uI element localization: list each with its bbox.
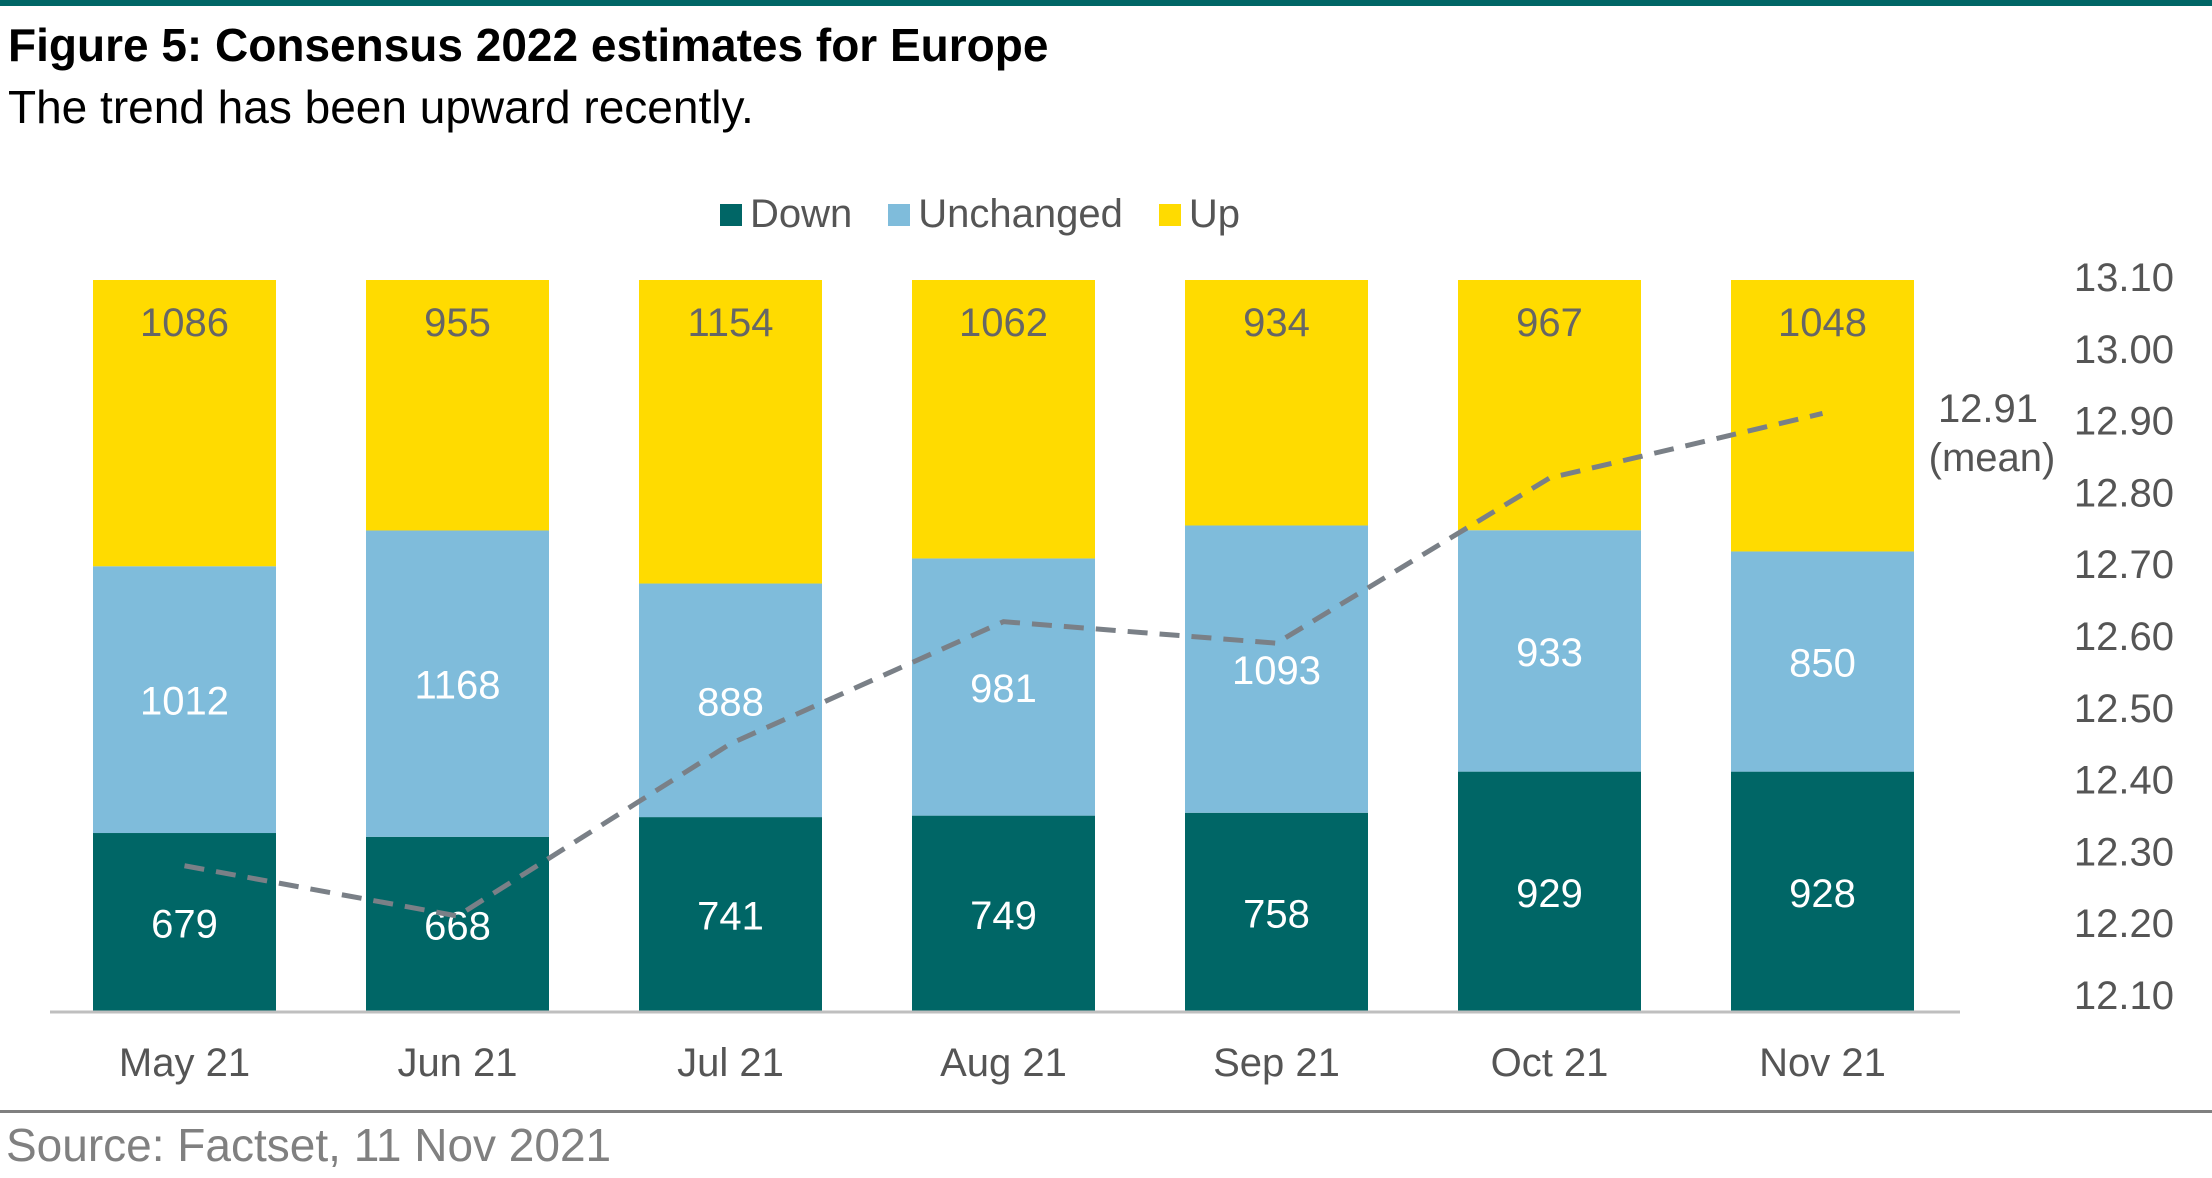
figure-subtitle: The trend has been upward recently.: [8, 81, 754, 133]
legend-item-unchanged: Unchanged: [888, 192, 1123, 237]
x-tick-label-oct-21: Oct 21: [1491, 1041, 1609, 1085]
data-label-down-jun-21: 668: [424, 904, 491, 948]
data-label-up-sep-21: 934: [1243, 301, 1310, 345]
data-label-unchanged-sep-21: 1093: [1232, 649, 1321, 693]
data-label-down-sep-21: 758: [1243, 892, 1310, 936]
bar-down-aug-21: [912, 815, 1095, 1012]
bar-up-oct-21: [1458, 280, 1641, 531]
data-label-up-jun-21: 955: [424, 301, 491, 345]
y2-tick-label-12-90: 12.90: [2074, 400, 2174, 444]
x-tick-label-jul-21: Jul 21: [677, 1041, 784, 1085]
bar-unchanged-sep-21: [1185, 525, 1368, 813]
data-label-up-aug-21: 1062: [959, 301, 1048, 345]
top-rule: [0, 0, 2212, 6]
bar-down-jul-21: [639, 817, 822, 1012]
bar-unchanged-jul-21: [639, 583, 822, 818]
data-label-unchanged-oct-21: 933: [1516, 631, 1583, 675]
bar-unchanged-jun-21: [366, 530, 549, 837]
bar-unchanged-may-21: [93, 566, 276, 834]
y2-tick-label-12-30: 12.30: [2074, 830, 2174, 874]
data-label-unchanged-aug-21: 981: [970, 667, 1037, 711]
x-tick-label-aug-21: Aug 21: [940, 1041, 1067, 1085]
bar-up-may-21: [93, 280, 276, 567]
legend-label-unchanged: Unchanged: [918, 192, 1123, 236]
data-label-unchanged-nov-21: 850: [1789, 642, 1856, 686]
mean-annotation-label: (mean): [1929, 436, 2056, 480]
bar-down-sep-21: [1185, 812, 1368, 1012]
data-label-up-oct-21: 967: [1516, 301, 1583, 345]
source-note: Source: Factset, 11 Nov 2021: [6, 1119, 612, 1171]
legend-label-down: Down: [749, 192, 853, 236]
data-label-up-may-21: 1086: [140, 301, 229, 345]
legend-swatch-up: [1158, 203, 1181, 226]
data-label-up-nov-21: 1048: [1778, 301, 1867, 345]
x-tick-label-may-21: May 21: [119, 1041, 250, 1085]
y2-tick-label-12-10: 12.10: [2074, 974, 2174, 1018]
figure-title: Figure 5: Consensus 2022 estimates for E…: [8, 19, 1049, 71]
chart-legend: Down Unchanged Up: [0, 192, 1960, 237]
bar-up-aug-21: [912, 280, 1095, 559]
legend-item-up: Up: [1158, 192, 1240, 237]
y2-tick-label-12-20: 12.20: [2074, 902, 2174, 946]
bar-down-nov-21: [1731, 771, 1914, 1012]
bar-down-oct-21: [1458, 771, 1641, 1012]
y2-tick-label-12-60: 12.60: [2074, 615, 2174, 659]
y2-tick-label-13-00: 13.00: [2074, 328, 2174, 372]
legend-swatch-down: [719, 203, 742, 226]
legend-item-down: Down: [719, 192, 853, 237]
data-label-down-aug-21: 749: [970, 894, 1037, 938]
bar-up-sep-21: [1185, 280, 1368, 526]
x-tick-label-nov-21: Nov 21: [1759, 1041, 1886, 1085]
bar-unchanged-oct-21: [1458, 530, 1641, 772]
data-label-unchanged-jul-21: 888: [697, 680, 764, 724]
y2-tick-label-13-10: 13.10: [2074, 256, 2174, 300]
bar-up-jun-21: [366, 280, 549, 531]
x-tick-label-sep-21: Sep 21: [1213, 1041, 1340, 1085]
y2-tick-label-12-40: 12.40: [2074, 759, 2174, 803]
bar-down-may-21: [93, 833, 276, 1012]
data-label-down-may-21: 679: [151, 903, 218, 947]
stacked-bar-chart: 679 1012 1086 May 21 668 1168 955 Jun 21 741 888 1…: [50, 256, 2174, 1085]
bar-unchanged-nov-21: [1731, 551, 1914, 772]
bar-down-jun-21: [366, 836, 549, 1012]
data-label-down-nov-21: 928: [1789, 872, 1856, 916]
y2-tick-label-12-70: 12.70: [2074, 543, 2174, 587]
legend-swatch-unchanged: [888, 203, 911, 226]
y2-tick-label-12-80: 12.80: [2074, 471, 2174, 515]
data-label-unchanged-jun-21: 1168: [414, 664, 500, 708]
mean-line: [184, 410, 1824, 919]
bar-unchanged-aug-21: [912, 558, 1095, 816]
x-tick-label-jun-21: Jun 21: [397, 1041, 517, 1085]
y2-tick-label-12-50: 12.50: [2074, 687, 2174, 731]
mean-annotation-value: 12.91: [1938, 387, 2038, 431]
bar-up-jul-21: [639, 280, 822, 584]
data-label-down-oct-21: 929: [1516, 872, 1583, 916]
data-label-unchanged-may-21: 1012: [140, 680, 229, 724]
data-label-down-jul-21: 741: [697, 895, 764, 939]
data-label-up-jul-21: 1154: [687, 301, 773, 345]
legend-label-up: Up: [1188, 192, 1240, 236]
bottom-rule: [0, 1110, 2212, 1113]
